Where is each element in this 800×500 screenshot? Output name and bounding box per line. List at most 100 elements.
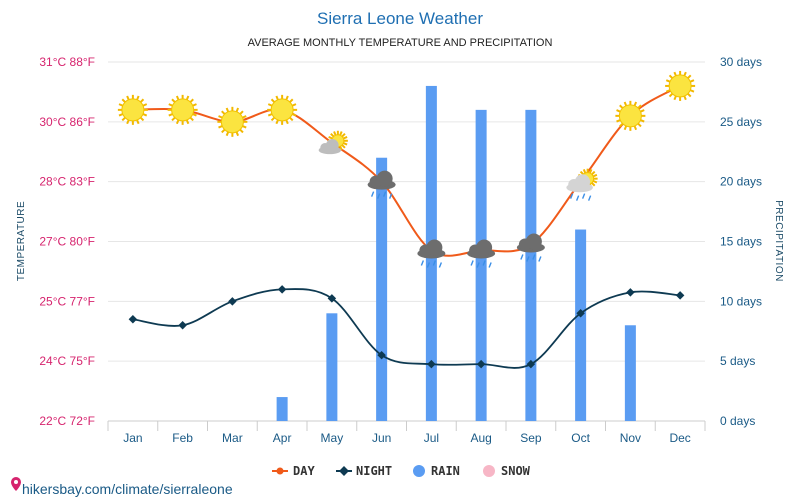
- right-tick-label: 10 days: [720, 294, 762, 308]
- rain-drop: [569, 193, 574, 199]
- rain-bar: [475, 109, 487, 421]
- night-point: [476, 359, 486, 369]
- legend-item-snow[interactable]: SNOW: [483, 464, 531, 478]
- grid-lines: [108, 61, 705, 422]
- left-tick-label: 28°C 83°F: [39, 175, 95, 189]
- night-point: [675, 291, 685, 300]
- sun-disc: [270, 98, 294, 122]
- rain-bar: [624, 325, 636, 421]
- rain-drop: [426, 262, 431, 268]
- cloud-puff: [325, 138, 339, 152]
- day-series: [130, 83, 683, 257]
- cloud-puff: [574, 174, 591, 190]
- sun-icon: [167, 94, 198, 125]
- night-point: [576, 309, 585, 318]
- source-link[interactable]: hikersbay.com/climate/sierraleone: [22, 481, 233, 497]
- rain-bar: [276, 397, 288, 421]
- night-point: [178, 321, 187, 330]
- x-tick-label: Aug: [470, 431, 491, 445]
- right-tick-label: 5 days: [720, 354, 755, 368]
- rain-drop: [388, 193, 393, 199]
- cloud-puff: [476, 239, 493, 256]
- night-point: [526, 359, 536, 369]
- legend-label-day: DAY: [293, 464, 315, 478]
- rain-drop: [532, 254, 536, 260]
- rain-drop: [520, 254, 524, 260]
- storm-rain-icon: [367, 170, 396, 199]
- sun-disc: [220, 110, 244, 134]
- rain-drop: [438, 262, 443, 268]
- rain-drop: [376, 193, 381, 199]
- x-tick-label: Apr: [273, 431, 292, 445]
- sun-disc: [618, 104, 642, 128]
- night-point: [277, 285, 287, 294]
- source-footer[interactable]: hikersbay.com/climate/sierraleone: [11, 477, 233, 497]
- right-tick-label: 25 days: [720, 115, 762, 129]
- x-tick-label: Jun: [372, 431, 391, 445]
- sun-cloud-icon: [318, 130, 348, 155]
- rain-drop: [575, 195, 580, 201]
- storm-rain-icon: [516, 233, 545, 262]
- x-axis-ticks: Jan Feb Mar Apr May Jun Jul Aug Sep Oct Nov Dec: [107, 420, 706, 445]
- x-tick-label: Feb: [172, 431, 193, 445]
- x-tick-label: Sep: [520, 431, 542, 445]
- left-tick-label: 31°C 88°F: [39, 55, 95, 69]
- night-series: [128, 285, 685, 369]
- left-axis-label: TEMPERATURE: [16, 201, 27, 281]
- cloud-puff: [376, 170, 393, 187]
- rain-drop: [476, 262, 480, 268]
- rain-drop: [581, 193, 586, 199]
- left-axis-ticks: 22°C 72°F 24°C 75°F 25°C 77°F 27°C 80°F 28°C…: [39, 55, 95, 428]
- sun-icon: [117, 94, 148, 125]
- right-tick-label: 30 days: [720, 55, 762, 69]
- legend-item-night[interactable]: NIGHT: [336, 464, 392, 478]
- rain-drop: [420, 260, 425, 266]
- legend-item-rain[interactable]: RAIN: [413, 464, 460, 478]
- night-point: [327, 294, 337, 303]
- rain-drop: [470, 260, 474, 266]
- rain-drop: [432, 260, 437, 266]
- x-tick-label: May: [321, 431, 344, 445]
- legend: DAY NIGHT RAIN SNOW: [272, 464, 531, 478]
- right-tick-label: 20 days: [720, 175, 762, 189]
- rain-drop: [382, 191, 387, 197]
- night-point: [128, 315, 138, 324]
- x-tick-label: Dec: [669, 431, 690, 445]
- rain-drop: [482, 260, 486, 266]
- sun-icon: [217, 106, 248, 137]
- right-tick-label: 15 days: [720, 235, 762, 249]
- right-axis-label: PRECIPITATION: [773, 200, 784, 282]
- chart-subtitle: AVERAGE MONTHLY TEMPERATURE AND PRECIPIT…: [248, 37, 553, 49]
- legend-label-night: NIGHT: [356, 464, 392, 478]
- storm-rain-icon: [417, 239, 446, 268]
- right-tick-label: 0 days: [720, 414, 755, 428]
- x-tick-label: Jan: [123, 431, 142, 445]
- legend-label-rain: RAIN: [431, 464, 460, 478]
- rain-drop: [488, 262, 492, 268]
- legend-item-day[interactable]: DAY: [272, 464, 315, 478]
- rain-bars: [276, 85, 636, 421]
- left-tick-label: 27°C 80°F: [39, 235, 95, 249]
- cloud-puff: [426, 239, 443, 256]
- rain-drop: [370, 191, 375, 197]
- left-tick-label: 30°C 86°F: [39, 115, 95, 129]
- night-point: [377, 350, 386, 360]
- night-point: [427, 359, 436, 369]
- sun-disc: [668, 74, 692, 98]
- legend-label-snow: SNOW: [501, 464, 531, 478]
- rain-bar: [525, 109, 537, 421]
- sun-cloud-rain-icon: [566, 168, 598, 201]
- x-tick-label: Oct: [571, 431, 590, 445]
- rain-bar: [575, 229, 587, 421]
- sun-disc: [171, 98, 195, 122]
- sun-icon: [665, 70, 696, 101]
- left-tick-label: 22°C 72°F: [39, 414, 95, 428]
- rain-drop: [538, 256, 542, 262]
- rain-bar: [326, 313, 338, 421]
- night-point: [228, 297, 237, 306]
- weather-icons: [117, 70, 696, 268]
- cloud-puff: [525, 233, 542, 250]
- sun-icon: [267, 94, 298, 125]
- rain-bar: [376, 157, 388, 421]
